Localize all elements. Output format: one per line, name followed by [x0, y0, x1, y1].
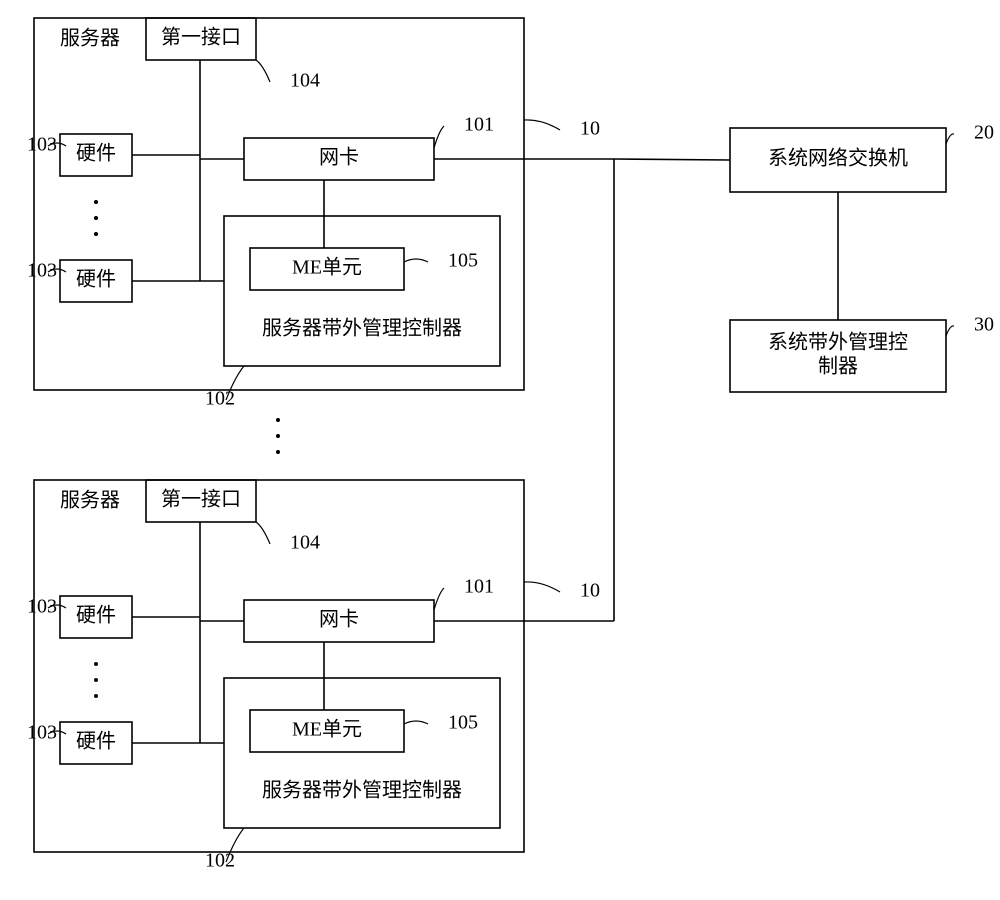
network-card-label: 网卡	[319, 608, 359, 631]
ellipsis-dot	[94, 216, 98, 220]
lead-line	[434, 588, 444, 610]
lead-line	[404, 721, 428, 724]
ref-30: 30	[974, 314, 994, 336]
lead-line	[434, 126, 444, 148]
ellipsis-dot	[94, 678, 98, 682]
ref-103: 103	[27, 722, 57, 744]
ellipsis-dot	[276, 418, 280, 422]
system-oob-controller-label: 制器	[818, 355, 858, 378]
me-unit-label: ME单元	[292, 718, 362, 741]
ref-102: 102	[205, 850, 235, 872]
hardware-label: 硬件	[76, 268, 116, 291]
hardware-label: 硬件	[76, 142, 116, 165]
server-oob-controller-label: 服务器带外管理控制器	[262, 779, 462, 802]
ellipsis-dot	[276, 434, 280, 438]
lead-line	[946, 326, 954, 336]
ref-103: 103	[27, 596, 57, 618]
hardware-label: 硬件	[76, 730, 116, 753]
trunk-to-switch	[614, 159, 730, 160]
lead-line	[524, 120, 560, 130]
system-switch-label: 系统网络交换机	[768, 147, 908, 170]
ellipsis-dot	[94, 200, 98, 204]
ref-104: 104	[290, 532, 320, 554]
ref-102: 102	[205, 388, 235, 410]
ref-10: 10	[580, 118, 600, 140]
ellipsis-dot	[94, 662, 98, 666]
ref-103: 103	[27, 260, 57, 282]
ref-20: 20	[974, 122, 994, 144]
ref-105: 105	[448, 712, 478, 734]
ref-10: 10	[580, 580, 600, 602]
first-interface-label: 第一接口	[161, 488, 241, 511]
ref-103: 103	[27, 134, 57, 156]
lead-line	[404, 259, 428, 262]
server-title: 服务器	[60, 489, 120, 512]
ellipsis-dot	[94, 694, 98, 698]
system-oob-controller-label: 系统带外管理控	[768, 331, 908, 354]
server-oob-controller-box	[224, 678, 500, 828]
first-interface-label: 第一接口	[161, 26, 241, 49]
lead-line	[256, 522, 270, 544]
ref-104: 104	[290, 70, 320, 92]
server-title: 服务器	[60, 27, 120, 50]
lead-line	[524, 582, 560, 592]
server-oob-controller-box	[224, 216, 500, 366]
hardware-label: 硬件	[76, 604, 116, 627]
ellipsis-dot	[94, 232, 98, 236]
ref-101: 101	[464, 576, 494, 598]
me-unit-label: ME单元	[292, 256, 362, 279]
ref-101: 101	[464, 114, 494, 136]
network-card-label: 网卡	[319, 146, 359, 169]
ellipsis-dot	[276, 450, 280, 454]
lead-line	[256, 60, 270, 82]
lead-line	[946, 134, 954, 144]
server-oob-controller-label: 服务器带外管理控制器	[262, 317, 462, 340]
ref-105: 105	[448, 250, 478, 272]
